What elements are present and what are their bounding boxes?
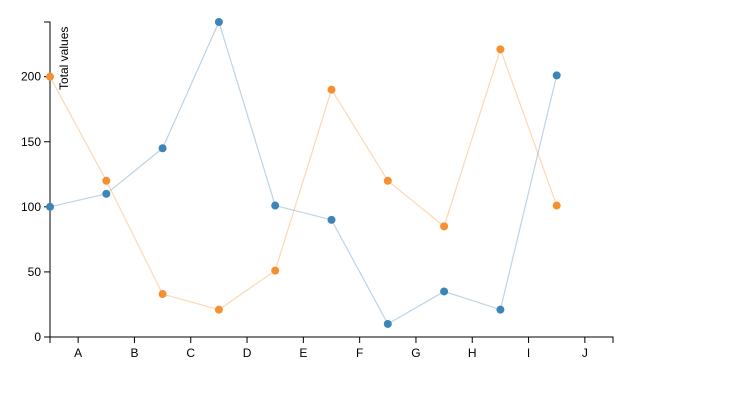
data-point [271, 266, 280, 275]
x-tick-label: J [582, 346, 588, 360]
data-point [552, 201, 561, 210]
series-line [49, 20, 558, 325]
data-point [158, 290, 167, 299]
x-tick-label: D [243, 346, 252, 360]
y-tick-label: 150 [21, 135, 41, 149]
x-tick-label: H [468, 346, 477, 360]
y-tick-label: 0 [34, 330, 41, 344]
data-point [383, 176, 392, 185]
y-axis-label: Total values [57, 27, 71, 90]
data-point [102, 189, 111, 198]
data-point [46, 202, 54, 211]
x-tick-label: G [411, 346, 420, 360]
data-point [440, 222, 449, 231]
data-point [158, 144, 167, 153]
x-axis [49, 336, 614, 343]
data-point [496, 45, 505, 54]
x-tick-label: I [527, 346, 530, 360]
x-tick-label: B [130, 346, 138, 360]
y-tick-label: 100 [21, 200, 41, 214]
x-tick-label: C [186, 346, 195, 360]
data-point [46, 72, 54, 81]
x-tick-label: A [74, 346, 82, 360]
x-tick-label: F [356, 346, 363, 360]
data-point [102, 176, 111, 185]
data-point [271, 201, 280, 210]
data-point [327, 215, 336, 224]
data-point [440, 287, 449, 296]
data-point [383, 319, 392, 328]
data-point [552, 71, 561, 80]
y-tick-label: 200 [21, 70, 41, 84]
data-point [214, 18, 223, 26]
data-point [496, 305, 505, 314]
series-line [49, 47, 558, 311]
data-point [327, 85, 336, 94]
data-point [214, 305, 223, 314]
y-axis [44, 21, 51, 338]
x-tick-label: E [299, 346, 307, 360]
y-tick-label: 50 [28, 265, 42, 279]
